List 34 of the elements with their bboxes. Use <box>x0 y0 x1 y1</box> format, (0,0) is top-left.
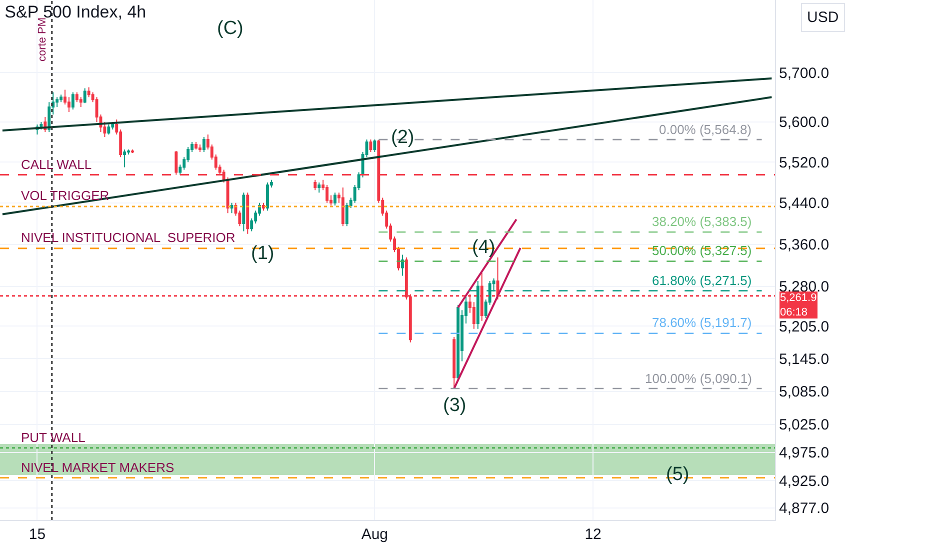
text: 5,261.9 06:18 <box>780 292 817 318</box>
annotation: (3) <box>443 395 466 416</box>
text: USD <box>807 9 839 26</box>
annotation: (5) <box>666 464 690 485</box>
y-tick-label: 5,145.0 <box>779 350 830 368</box>
ref-line-label: NIVEL MARKET MAKERS <box>21 460 174 475</box>
y-tick-label: 5,025.0 <box>779 416 830 434</box>
y-tick-label: 5,085.0 <box>779 384 830 401</box>
series-label: 100.00% (5,090.1) <box>645 371 752 386</box>
y-tick-label: 4,925.0 <box>779 472 830 490</box>
y-tick-label: 5,440.0 <box>779 195 830 212</box>
series-label: 0.00% (5,564.8) <box>659 122 752 137</box>
series-label: 78.60% (5,191.7) <box>652 315 752 330</box>
series-label: 61.80% (5,271.5) <box>652 273 752 288</box>
series-label: 38.20% (5,383.5) <box>652 214 752 229</box>
series-label: 50.00% (5,327.5) <box>652 243 752 258</box>
x-tick-label: 12 <box>584 526 602 543</box>
ref-line-label: PUT WALL <box>21 430 86 445</box>
annotation: (C) <box>217 18 244 39</box>
annotation: (4) <box>472 237 496 258</box>
y-tick-label: 5,205.0 <box>779 318 830 336</box>
y-tick-label: 5,360.0 <box>779 236 830 254</box>
ref-line-label: VOL TRIGGER <box>21 188 110 203</box>
annotation: (1) <box>251 243 274 264</box>
y-tick-label: 5,600.0 <box>779 114 830 132</box>
y-tick-label: 5,520.0 <box>779 154 830 172</box>
annotation: (2) <box>391 127 414 148</box>
y-tick-label: 4,877.0 <box>779 500 830 518</box>
x-tick-label: Aug <box>361 526 388 543</box>
x-tick-label: 15 <box>28 526 46 543</box>
y-tick-label: 5,700.0 <box>779 64 830 82</box>
ref-line-label: NIVEL INSTITUCIONAL SUPERIOR <box>21 230 236 245</box>
ref-line-label: CALL WALL <box>21 157 92 172</box>
y-tick-label: 4,975.0 <box>779 444 830 462</box>
